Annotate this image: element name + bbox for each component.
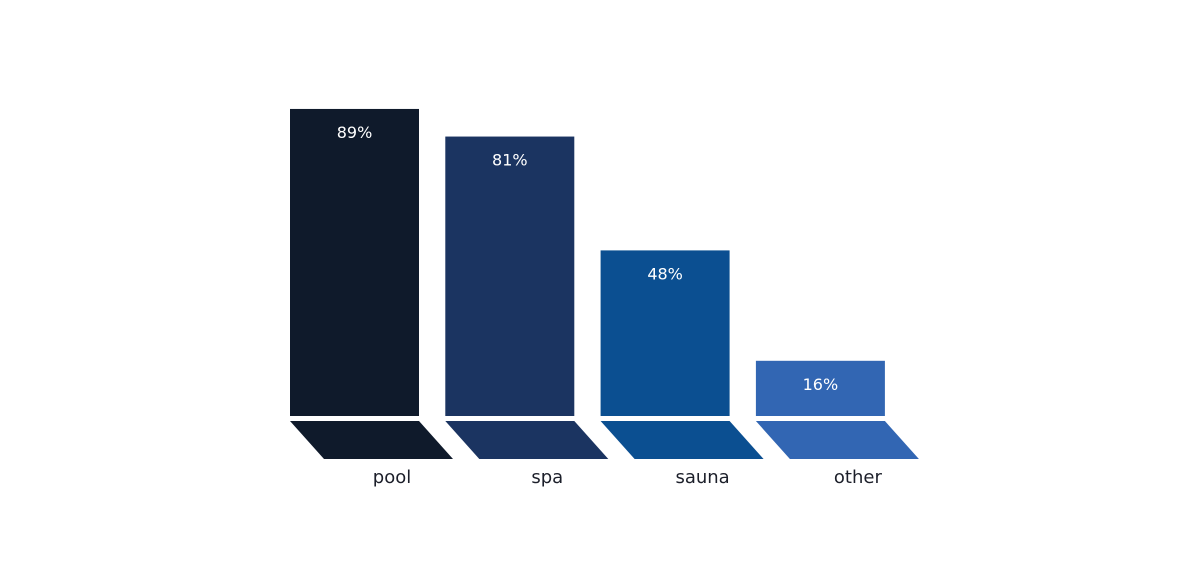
bar-base-other xyxy=(755,421,919,459)
bar-base-pool xyxy=(290,421,453,459)
category-label-sauna: sauna xyxy=(675,467,729,488)
bar-base-spa xyxy=(445,421,609,459)
category-labels-layer: pool spa sauna other xyxy=(373,467,883,488)
value-label-sauna: 48% xyxy=(647,264,683,283)
category-label-spa: spa xyxy=(531,467,563,488)
value-label-other: 16% xyxy=(803,375,839,394)
category-label-pool: pool xyxy=(373,467,411,488)
bar-other xyxy=(755,360,885,416)
bar-bases-layer xyxy=(290,421,919,459)
bar-spa xyxy=(445,136,575,417)
value-labels-layer: 89% 81% 48% 16% xyxy=(337,123,838,394)
category-label-other: other xyxy=(834,467,883,488)
bar-sauna xyxy=(600,250,730,416)
value-label-pool: 89% xyxy=(337,123,373,142)
value-label-spa: 81% xyxy=(492,151,528,170)
bars-layer xyxy=(290,108,885,417)
bar-base-sauna xyxy=(600,421,764,459)
bar-pool xyxy=(290,108,419,416)
